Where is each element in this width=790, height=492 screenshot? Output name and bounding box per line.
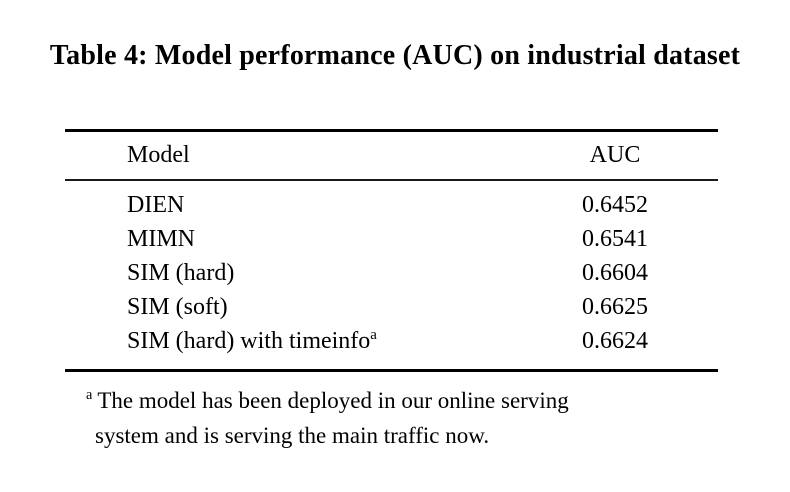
auc-value-cell: 0.6625 (582, 293, 648, 320)
table-body: DIEN 0.6452 MIMN 0.6541 SIM (hard) 0.660… (65, 181, 718, 369)
table-row: SIM (soft) 0.6625 (65, 290, 718, 324)
table-row: DIEN 0.6452 (65, 188, 718, 222)
footnote-line-1: a The model has been deployed in our onli… (86, 383, 735, 418)
model-name: DIEN (127, 191, 185, 218)
column-header-auc: AUC (589, 142, 641, 168)
footnote-text-1: The model has been deployed in our onlin… (97, 388, 569, 413)
table-row: SIM (hard) with timeinfoa 0.6624 (65, 324, 718, 358)
auc-value-cell: 0.6624 (582, 327, 648, 354)
auc-value-cell: 0.6604 (582, 259, 648, 286)
table-mid-rule (65, 179, 718, 181)
table-row: MIMN 0.6541 (65, 222, 718, 256)
footnote-marker: a (86, 387, 93, 404)
model-name-cell: MIMN (65, 226, 530, 253)
model-name: MIMN (127, 225, 196, 252)
table-header-row: Model AUC (65, 132, 718, 179)
table-footnote: a The model has been deployed in our onli… (86, 383, 735, 453)
table-bottom-rule (65, 369, 718, 372)
footnote-marker-ref: a (370, 326, 377, 343)
table-caption: Table 4: Model performance (AUC) on indu… (49, 40, 741, 71)
model-name: SIM (hard) (127, 259, 235, 286)
auc-value-cell: 0.6541 (582, 225, 648, 252)
table-top-rule (65, 129, 718, 132)
auc-value-cell: 0.6452 (582, 191, 648, 218)
model-name-cell: DIEN (65, 192, 530, 219)
model-name-cell: SIM (hard) (65, 260, 530, 287)
footnote-line-2: system and is serving the main traffic n… (95, 423, 490, 448)
model-name: SIM (hard) with timeinfo (127, 327, 371, 354)
table-row: SIM (hard) 0.6604 (65, 256, 718, 290)
model-name-cell: SIM (hard) with timeinfoa (65, 326, 530, 355)
column-header-model: Model (127, 142, 190, 168)
model-name-cell: SIM (soft) (65, 294, 530, 321)
model-name: SIM (soft) (127, 293, 228, 320)
results-table: Model AUC DIEN 0.6452 MIMN 0.6541 SIM (h… (65, 129, 718, 372)
